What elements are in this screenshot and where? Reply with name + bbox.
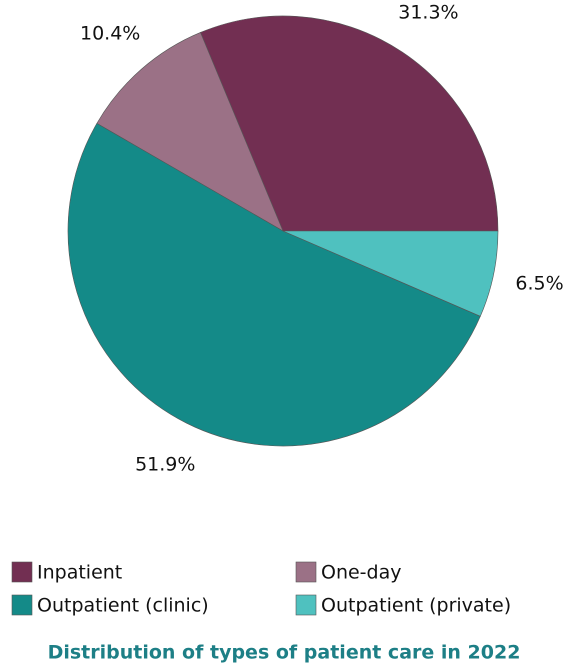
- legend-label: Outpatient (clinic): [37, 595, 209, 617]
- legend-label: Inpatient: [37, 562, 122, 584]
- data-label: 31.3%: [398, 2, 458, 24]
- chart-title: Distribution of types of patient care in…: [48, 642, 521, 664]
- legend-label: Outpatient (private): [321, 595, 511, 617]
- legend-swatch: [295, 594, 317, 616]
- pie-slice: [67, 122, 481, 447]
- pie-slice: [200, 15, 499, 232]
- data-label: 6.5%: [515, 273, 563, 295]
- legend-swatch: [295, 561, 317, 583]
- data-label: 10.4%: [80, 23, 140, 45]
- legend-label: One-day: [321, 562, 402, 584]
- data-label: 51.9%: [135, 454, 195, 476]
- legend-swatch: [11, 594, 33, 616]
- pie-slice: [282, 230, 499, 317]
- legend-swatch: [11, 561, 33, 583]
- pie-slice: [96, 32, 284, 232]
